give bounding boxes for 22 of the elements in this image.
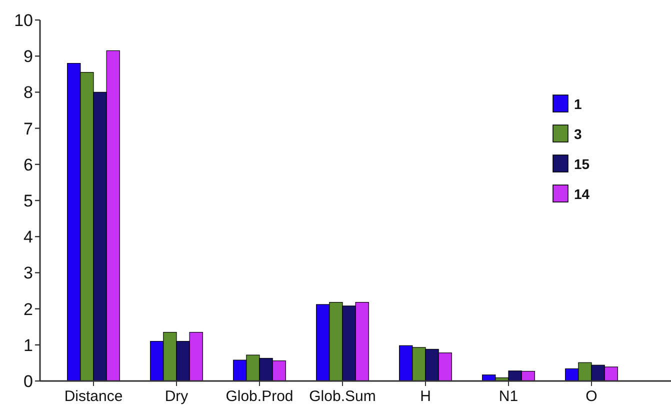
y-tick-label: 10 <box>14 10 33 30</box>
x-tick-label: N1 <box>498 388 518 405</box>
x-tick-label: Glob.Sum <box>309 388 376 405</box>
y-tick-label: 2 <box>24 300 33 319</box>
y-tick-label: 1 <box>24 336 33 355</box>
y-tick-label: 7 <box>24 119 33 138</box>
y-tick-label: 9 <box>24 47 33 66</box>
y-tick-label: 8 <box>24 83 33 102</box>
y-tick-label: 5 <box>24 191 33 210</box>
legend-label: 15 <box>574 156 590 172</box>
y-tick-label: 4 <box>24 228 33 247</box>
legend-label: 3 <box>574 126 582 142</box>
x-tick-label: Dry <box>164 388 189 405</box>
x-tick-label: Glob.Prod <box>226 388 294 405</box>
x-tick-label: H <box>420 388 431 405</box>
legend-label: 14 <box>574 186 590 202</box>
x-tick-label: O <box>586 388 598 405</box>
legend-label: 1 <box>574 96 582 112</box>
y-tick-label: 0 <box>24 372 33 391</box>
y-tick-label: 6 <box>24 155 33 174</box>
y-tick-label: 3 <box>24 264 33 283</box>
x-tick-label: Distance <box>64 388 123 405</box>
